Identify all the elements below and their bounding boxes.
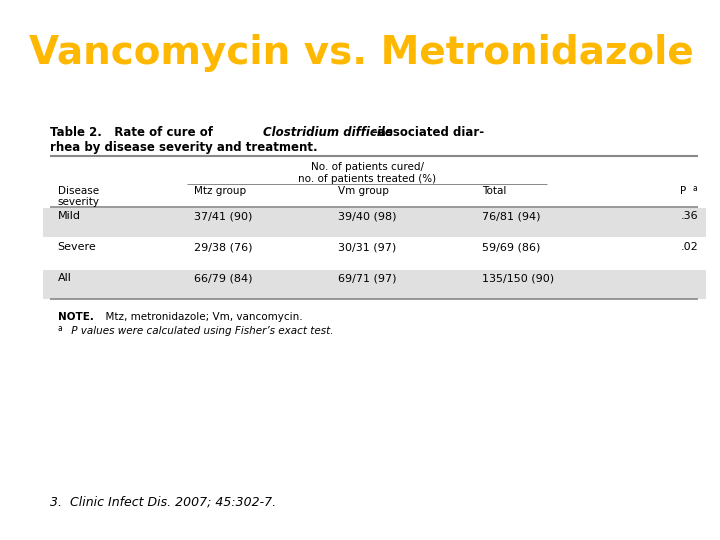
Text: no. of patients treated (%): no. of patients treated (%) (298, 174, 436, 184)
FancyBboxPatch shape (43, 208, 706, 237)
Text: Clostridium difficile: Clostridium difficile (263, 126, 392, 139)
Text: Mild: Mild (58, 212, 81, 221)
Text: rhea by disease severity and treatment.: rhea by disease severity and treatment. (50, 141, 318, 154)
Text: Vm group: Vm group (338, 186, 390, 196)
Text: 76/81 (94): 76/81 (94) (482, 212, 541, 221)
Text: Mtz group: Mtz group (194, 186, 246, 196)
Text: 29/38 (76): 29/38 (76) (194, 242, 253, 252)
Text: All: All (58, 273, 71, 284)
Text: a: a (693, 185, 698, 193)
Text: Disease
severity: Disease severity (58, 186, 99, 207)
Text: .02: .02 (680, 242, 698, 252)
Text: P values were calculated using Fisher’s exact test.: P values were calculated using Fisher’s … (68, 326, 333, 336)
Text: –associated diar-: –associated diar- (372, 126, 485, 139)
Text: 66/79 (84): 66/79 (84) (194, 273, 253, 284)
Text: Vancomycin vs. Metronidazole: Vancomycin vs. Metronidazole (29, 35, 693, 72)
Text: .36: .36 (680, 212, 698, 221)
Text: Mtz, metronidazole; Vm, vancomycin.: Mtz, metronidazole; Vm, vancomycin. (99, 312, 302, 321)
Text: 59/69 (86): 59/69 (86) (482, 242, 541, 252)
FancyBboxPatch shape (43, 270, 706, 299)
Text: 30/31 (97): 30/31 (97) (338, 242, 397, 252)
Text: a: a (58, 324, 63, 333)
Text: Total: Total (482, 186, 507, 196)
Text: Severe: Severe (58, 242, 96, 252)
Text: No. of patients cured/: No. of patients cured/ (311, 162, 423, 172)
Text: 37/41 (90): 37/41 (90) (194, 212, 253, 221)
Text: P: P (680, 186, 687, 196)
Text: NOTE.: NOTE. (58, 312, 94, 321)
Text: Table 2.   Rate of cure of: Table 2. Rate of cure of (50, 126, 217, 139)
Text: 69/71 (97): 69/71 (97) (338, 273, 397, 284)
Text: 3.  Clinic Infect Dis. 2007; 45:302-7.: 3. Clinic Infect Dis. 2007; 45:302-7. (50, 496, 276, 509)
Text: 135/150 (90): 135/150 (90) (482, 273, 554, 284)
Text: 39/40 (98): 39/40 (98) (338, 212, 397, 221)
